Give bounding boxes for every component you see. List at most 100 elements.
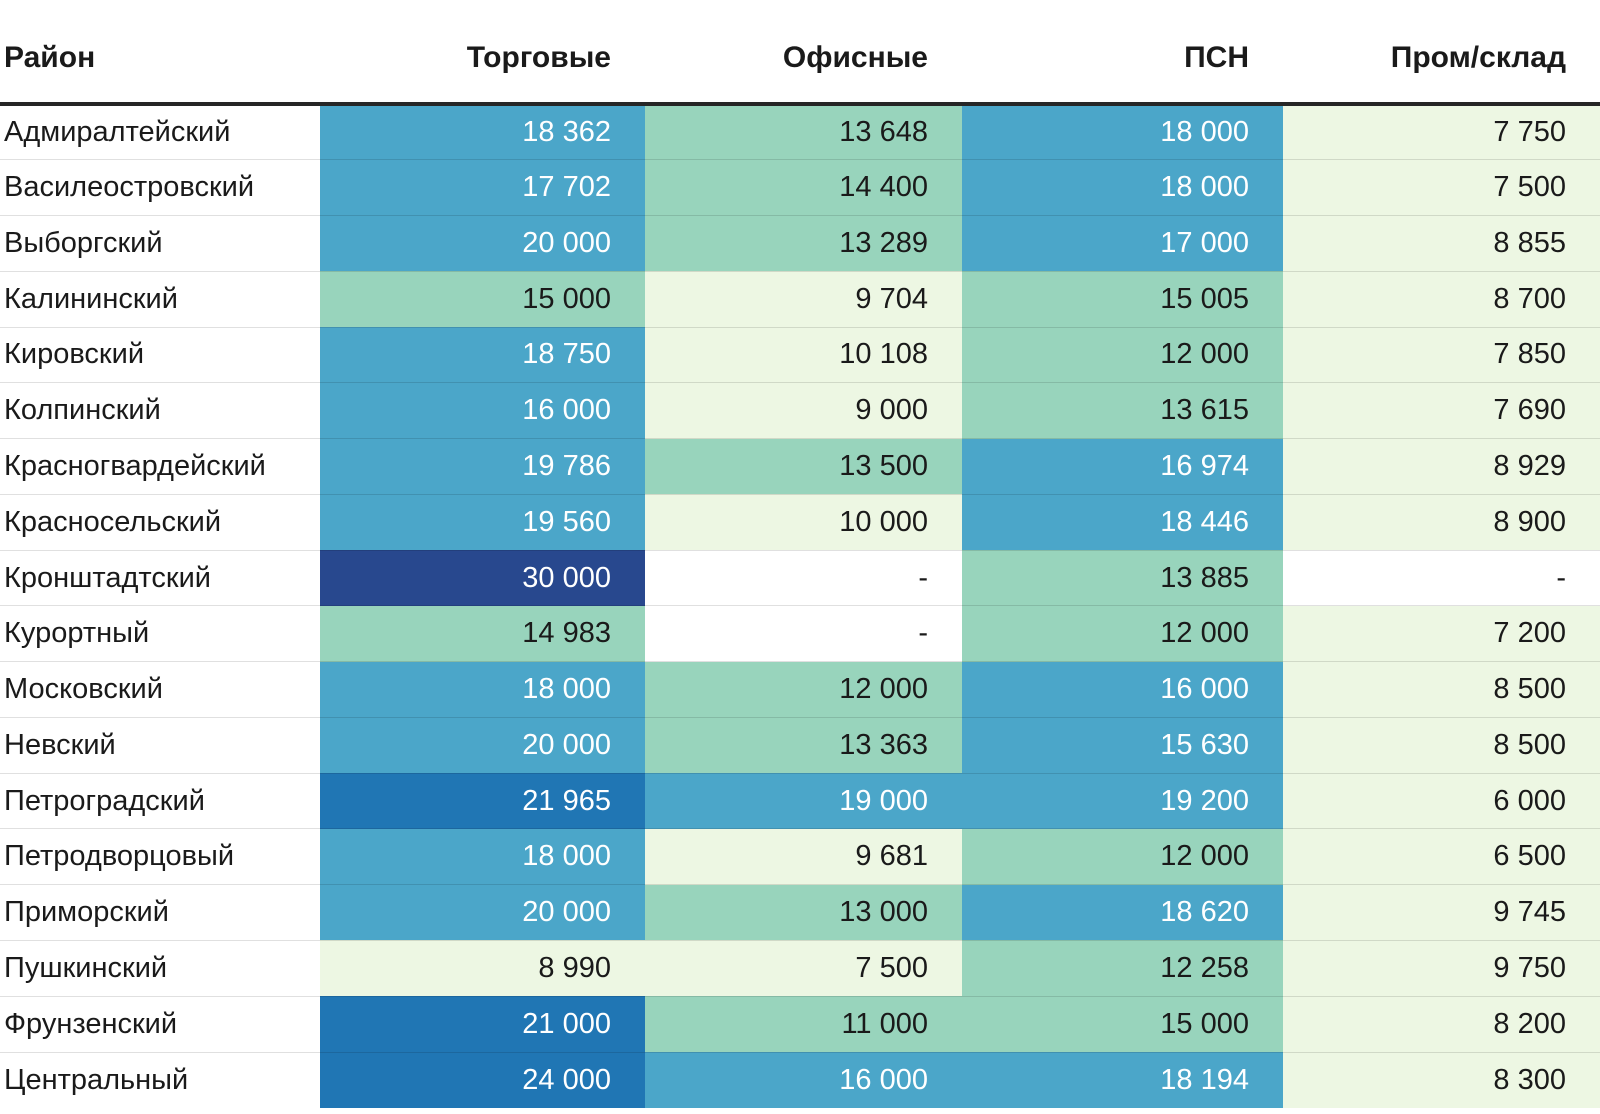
heat-cell-office: 9 704 <box>645 270 962 328</box>
district-name: Выборгский <box>0 215 320 272</box>
heat-cell-office: 11 000 <box>645 995 962 1053</box>
table-row: Фрунзенский 21 000 11 000 15 000 8 200 <box>0 995 1600 1053</box>
heat-cell-psn: 15 630 <box>962 716 1283 774</box>
table-row: Пушкинский 8 990 7 500 12 258 9 750 <box>0 939 1600 997</box>
table-row: Невский 20 000 13 363 15 630 8 500 <box>0 716 1600 774</box>
heat-cell-retail: 19 560 <box>320 493 645 551</box>
heat-cell-office: 14 400 <box>645 159 962 216</box>
heat-cell-industrial: 6 000 <box>1283 772 1600 829</box>
heat-cell-office: 13 500 <box>645 438 962 495</box>
heat-cell-industrial: - <box>1283 549 1600 606</box>
district-name: Фрунзенский <box>0 995 320 1053</box>
district-name: Московский <box>0 661 320 718</box>
table-row: Выборгский 20 000 13 289 17 000 8 855 <box>0 215 1600 272</box>
heat-cell-retail: 20 000 <box>320 716 645 774</box>
heat-cell-psn: 12 000 <box>962 605 1283 662</box>
table-row: Калининский 15 000 9 704 15 005 8 700 <box>0 270 1600 328</box>
heat-cell-retail: 16 000 <box>320 382 645 439</box>
heat-cell-industrial: 8 300 <box>1283 1051 1600 1108</box>
heat-cell-retail: 18 362 <box>320 104 645 160</box>
heat-cell-psn: 16 974 <box>962 438 1283 495</box>
table-row: Приморский 20 000 13 000 18 620 9 745 <box>0 884 1600 941</box>
heat-cell-office: 10 000 <box>645 493 962 551</box>
heat-cell-retail: 21 000 <box>320 995 645 1053</box>
heat-cell-office: 9 000 <box>645 382 962 439</box>
heat-cell-retail: 18 000 <box>320 828 645 885</box>
heat-cell-industrial: 7 200 <box>1283 605 1600 662</box>
heat-cell-psn: 15 000 <box>962 995 1283 1053</box>
heat-cell-office: 13 648 <box>645 104 962 160</box>
district-name: Красносельский <box>0 493 320 551</box>
heat-cell-office: 7 500 <box>645 939 962 997</box>
heat-cell-industrial: 8 500 <box>1283 716 1600 774</box>
table-row: Колпинский 16 000 9 000 13 615 7 690 <box>0 382 1600 439</box>
heat-cell-industrial: 7 750 <box>1283 104 1600 160</box>
column-header-industrial: Пром/склад <box>1283 0 1600 106</box>
heat-cell-industrial: 9 745 <box>1283 884 1600 941</box>
heat-cell-industrial: 8 929 <box>1283 438 1600 495</box>
heat-cell-psn: 18 620 <box>962 884 1283 941</box>
district-name: Центральный <box>0 1051 320 1108</box>
heat-cell-industrial: 7 850 <box>1283 326 1600 383</box>
heat-cell-industrial: 7 500 <box>1283 159 1600 216</box>
heat-cell-retail: 24 000 <box>320 1051 645 1108</box>
heat-cell-office: 12 000 <box>645 661 962 718</box>
district-name: Петродворцовый <box>0 828 320 885</box>
table-row: Центральный 24 000 16 000 18 194 8 300 <box>0 1051 1600 1108</box>
table-row: Московский 18 000 12 000 16 000 8 500 <box>0 661 1600 718</box>
heat-cell-psn: 12 258 <box>962 939 1283 997</box>
heat-cell-office: 16 000 <box>645 1051 962 1108</box>
table-row: Красногвардейский 19 786 13 500 16 974 8… <box>0 438 1600 495</box>
column-header-retail: Торговые <box>320 0 645 106</box>
heat-cell-office: 13 000 <box>645 884 962 941</box>
table-row: Кронштадтский 30 000 - 13 885 - <box>0 549 1600 606</box>
heat-cell-retail: 14 983 <box>320 605 645 662</box>
heat-cell-psn: 12 000 <box>962 326 1283 383</box>
heat-cell-office: 9 681 <box>645 828 962 885</box>
district-name: Кировский <box>0 326 320 383</box>
table-body: Адмиралтейский 18 362 13 648 18 000 7 75… <box>0 104 1600 1108</box>
heat-cell-psn: 15 005 <box>962 270 1283 328</box>
district-name: Пушкинский <box>0 939 320 997</box>
heat-cell-office: 13 289 <box>645 215 962 272</box>
column-header-district: Район <box>0 0 320 106</box>
district-name: Петроградский <box>0 772 320 829</box>
table-header: Район Торговые Офисные ПСН Пром/склад <box>0 0 1600 106</box>
heat-cell-office: 13 363 <box>645 716 962 774</box>
heat-cell-industrial: 8 855 <box>1283 215 1600 272</box>
heat-cell-psn: 18 446 <box>962 493 1283 551</box>
district-name: Красногвардейский <box>0 438 320 495</box>
heat-cell-retail: 20 000 <box>320 215 645 272</box>
heat-cell-retail: 30 000 <box>320 549 645 606</box>
district-name: Невский <box>0 716 320 774</box>
heat-cell-psn: 17 000 <box>962 215 1283 272</box>
heat-cell-psn: 13 615 <box>962 382 1283 439</box>
heat-cell-office: - <box>645 605 962 662</box>
heat-cell-industrial: 9 750 <box>1283 939 1600 997</box>
table-row: Кировский 18 750 10 108 12 000 7 850 <box>0 326 1600 383</box>
district-name: Колпинский <box>0 382 320 439</box>
heat-cell-psn: 12 000 <box>962 828 1283 885</box>
district-name: Приморский <box>0 884 320 941</box>
heat-cell-psn: 13 885 <box>962 549 1283 606</box>
table-row: Адмиралтейский 18 362 13 648 18 000 7 75… <box>0 104 1600 160</box>
column-header-psn: ПСН <box>962 0 1283 106</box>
heat-cell-industrial: 6 500 <box>1283 828 1600 885</box>
heat-cell-retail: 15 000 <box>320 270 645 328</box>
heat-cell-psn: 18 194 <box>962 1051 1283 1108</box>
heat-cell-office: 19 000 <box>645 772 962 829</box>
heat-cell-retail: 18 750 <box>320 326 645 383</box>
heat-cell-office: 10 108 <box>645 326 962 383</box>
heat-cell-psn: 18 000 <box>962 104 1283 160</box>
district-name: Калининский <box>0 270 320 328</box>
header-row: Район Торговые Офисные ПСН Пром/склад <box>0 0 1600 106</box>
heat-cell-industrial: 8 900 <box>1283 493 1600 551</box>
table-row: Курортный 14 983 - 12 000 7 200 <box>0 605 1600 662</box>
heat-cell-psn: 18 000 <box>962 159 1283 216</box>
district-name: Василеостровский <box>0 159 320 216</box>
heat-cell-industrial: 8 500 <box>1283 661 1600 718</box>
district-name: Адмиралтейский <box>0 104 320 160</box>
heat-cell-psn: 16 000 <box>962 661 1283 718</box>
table-row: Красносельский 19 560 10 000 18 446 8 90… <box>0 493 1600 551</box>
